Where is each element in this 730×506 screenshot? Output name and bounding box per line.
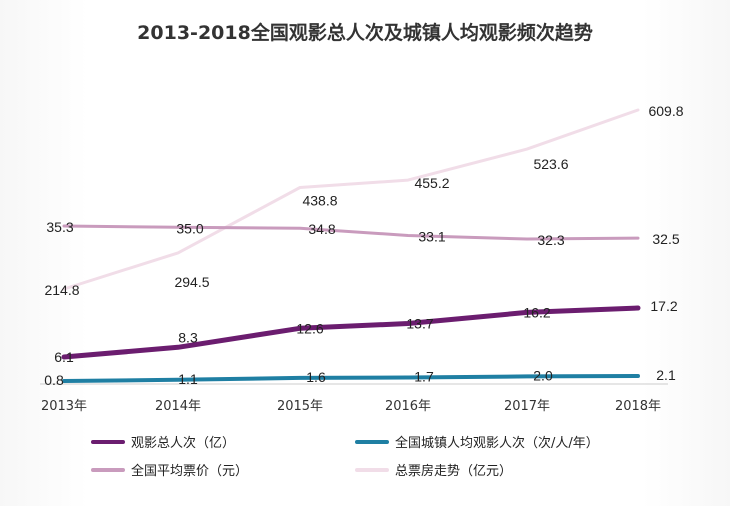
data-label-total-viewers-5: 17.2 bbox=[650, 298, 677, 314]
data-label-total-viewers-1: 8.3 bbox=[178, 329, 198, 345]
data-label-box-office-2: 438.8 bbox=[302, 192, 337, 208]
x-tick-label-3: 2016年 bbox=[385, 399, 431, 414]
series-line-avg-price bbox=[62, 224, 640, 241]
data-label-avg-price-2: 34.8 bbox=[308, 221, 335, 237]
data-label-box-office-1: 294.5 bbox=[174, 274, 209, 290]
x-tick-label-1: 2014年 bbox=[155, 399, 201, 414]
data-label-per-capita-0: 0.8 bbox=[44, 372, 64, 388]
data-label-box-office-4: 523.6 bbox=[533, 156, 568, 172]
chart-title: 2013-2018全国观影总人次及城镇人均观影频次趋势 bbox=[137, 22, 593, 44]
data-label-box-office-5: 609.8 bbox=[648, 103, 683, 119]
data-label-per-capita-5: 2.1 bbox=[656, 367, 676, 383]
x-tick-label-2: 2015年 bbox=[277, 399, 323, 414]
series-line-box-office bbox=[62, 108, 640, 291]
data-label-avg-price-5: 32.5 bbox=[652, 231, 679, 247]
data-label-per-capita-4: 2.0 bbox=[533, 367, 553, 383]
x-tick-label-0: 2013年 bbox=[41, 399, 87, 414]
data-label-per-capita-3: 1.7 bbox=[414, 369, 434, 385]
data-label-avg-price-3: 33.1 bbox=[418, 229, 445, 245]
data-label-total-viewers-4: 16.2 bbox=[523, 304, 550, 320]
data-label-total-viewers-2: 12.6 bbox=[296, 320, 323, 336]
data-label-avg-price-0: 35.3 bbox=[46, 219, 73, 235]
data-label-per-capita-2: 1.6 bbox=[306, 369, 326, 385]
data-label-total-viewers-3: 13.7 bbox=[406, 315, 433, 331]
data-label-avg-price-4: 32.3 bbox=[537, 232, 564, 248]
data-label-box-office-3: 455.2 bbox=[414, 175, 449, 191]
x-tick-label-4: 2017年 bbox=[504, 399, 550, 414]
x-tick-label-5: 2018年 bbox=[615, 399, 661, 414]
series-line-per-capita bbox=[62, 374, 640, 383]
series-line-total-viewers bbox=[61, 305, 641, 360]
data-label-avg-price-1: 35.0 bbox=[176, 220, 203, 236]
data-label-box-office-0: 214.8 bbox=[44, 282, 79, 298]
data-label-total-viewers-0: 6.1 bbox=[54, 349, 74, 365]
data-label-per-capita-1: 1.1 bbox=[178, 371, 198, 387]
